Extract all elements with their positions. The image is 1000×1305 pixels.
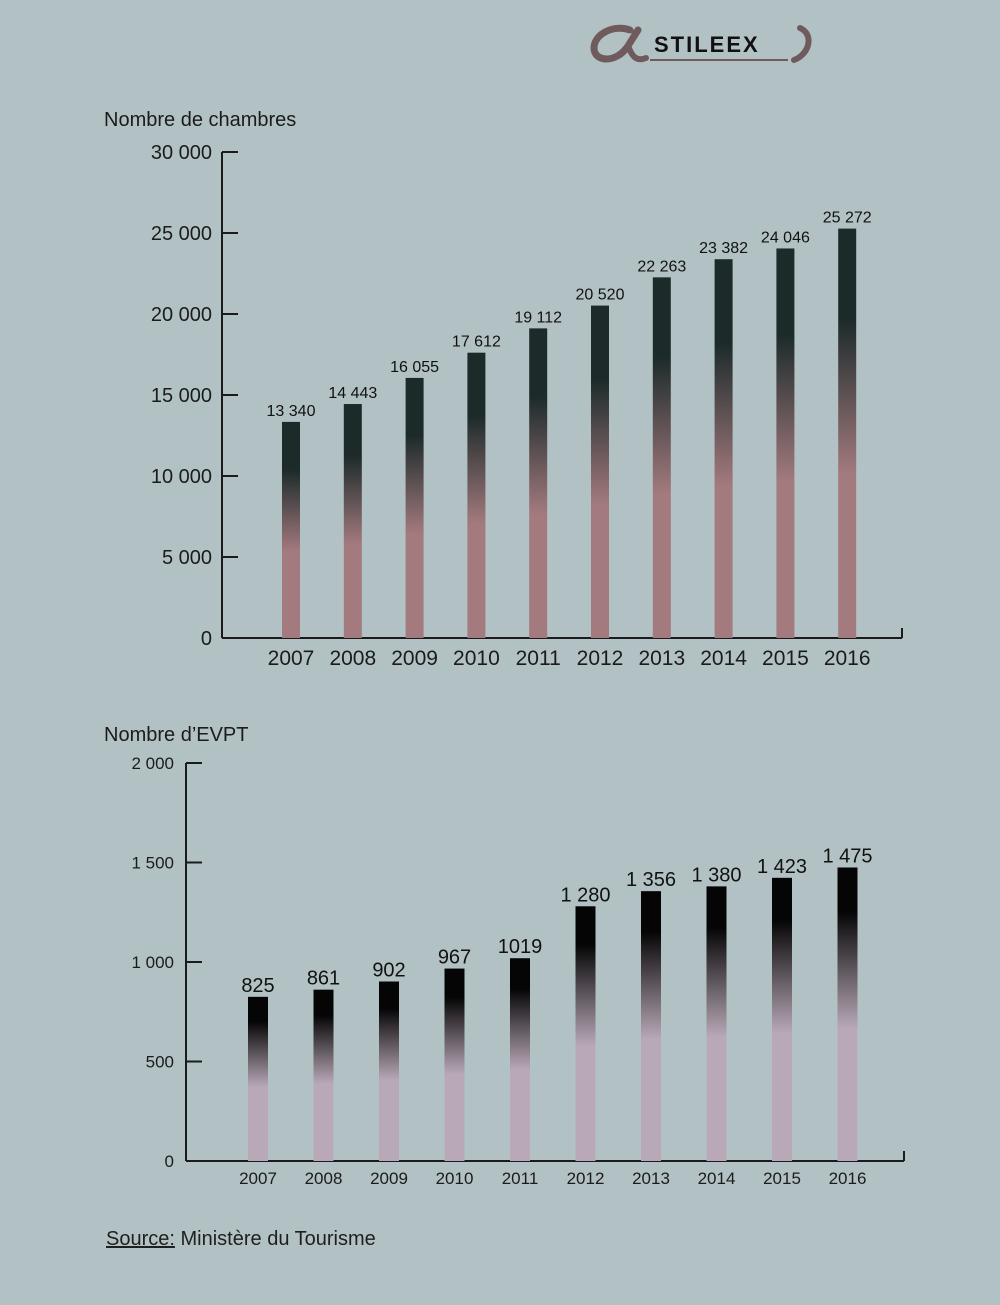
category-label-2007: 2007 xyxy=(239,1169,277,1188)
bar-2010 xyxy=(467,352,486,638)
value-label-2014: 23 382 xyxy=(699,240,748,257)
category-label-2016: 2016 xyxy=(824,647,871,670)
bar-2011 xyxy=(510,958,530,1161)
alpha-logo-icon xyxy=(590,24,812,63)
bar-2016 xyxy=(837,867,858,1161)
y-tick-label: 10 000 xyxy=(151,466,212,488)
value-label-2010: 17 612 xyxy=(452,334,501,351)
y-tick-label: 500 xyxy=(146,1053,174,1072)
value-label-2015: 24 046 xyxy=(761,229,810,246)
value-label-2007: 13 340 xyxy=(267,403,316,420)
category-label-2012: 2012 xyxy=(577,647,624,670)
bar-2007 xyxy=(282,421,300,638)
chart-rooms: Nombre de chambres 0 5 000 10 000 15 000 20 0… xyxy=(104,109,903,670)
category-label-2008: 2008 xyxy=(329,647,376,670)
bar-2008 xyxy=(313,989,334,1161)
value-label-2010: 967 xyxy=(438,947,471,969)
category-label-2015: 2015 xyxy=(763,1169,801,1188)
source-label: Source: xyxy=(106,1228,175,1250)
y-tick-label: 0 xyxy=(165,1152,174,1171)
value-label-2016: 25 272 xyxy=(823,210,872,227)
value-label-2008: 14 443 xyxy=(328,385,377,402)
source-note: Source: Ministère du Tourisme xyxy=(106,1228,376,1251)
bar-2015 xyxy=(772,877,792,1161)
category-label-2014: 2014 xyxy=(698,1169,736,1188)
y-tick-label: 0 xyxy=(201,628,212,650)
category-label-2011: 2011 xyxy=(502,1169,539,1188)
value-label-2014: 1 380 xyxy=(691,864,741,886)
y-axis-title: Nombre d’EVPT xyxy=(104,724,249,746)
bar-2015 xyxy=(776,248,795,638)
bar-2009 xyxy=(379,981,399,1161)
value-label-2011: 19 112 xyxy=(514,309,562,326)
y-tick-label: 25 000 xyxy=(151,223,212,245)
category-label-2012: 2012 xyxy=(567,1169,605,1188)
bar-2008 xyxy=(343,404,362,638)
category-label-2013: 2013 xyxy=(632,1169,670,1188)
value-label-2013: 22 263 xyxy=(637,258,686,275)
value-label-2009: 902 xyxy=(372,960,405,982)
chart-evpt: Nombre d’EVPT 0 500 1 000 1 500 2 000 825 2007 8… xyxy=(104,724,905,1188)
y-tick-label: 5 000 xyxy=(162,547,212,569)
category-label-2013: 2013 xyxy=(638,647,685,670)
category-label-2011: 2011 xyxy=(516,647,561,670)
value-label-2015: 1 423 xyxy=(757,856,807,878)
bar-2013 xyxy=(652,277,671,638)
value-label-2016: 1 475 xyxy=(822,845,872,867)
category-label-2010: 2010 xyxy=(436,1169,474,1188)
source-text: Ministère du Tourisme xyxy=(180,1228,376,1250)
category-label-2010: 2010 xyxy=(453,647,500,670)
value-label-2012: 1 280 xyxy=(560,884,610,906)
y-tick-label: 15 000 xyxy=(151,385,212,407)
bar-2014 xyxy=(706,886,727,1161)
category-label-2009: 2009 xyxy=(370,1169,408,1188)
bar-2013 xyxy=(641,891,661,1161)
value-label-2012: 20 520 xyxy=(576,287,625,304)
bar-2014 xyxy=(714,259,733,638)
y-tick-label: 2 000 xyxy=(131,754,174,773)
value-label-2007: 825 xyxy=(241,975,274,997)
y-axis-title: Nombre de chambres xyxy=(104,109,296,131)
bar-2011 xyxy=(529,328,548,638)
bar-2010 xyxy=(444,968,465,1161)
bar-2009 xyxy=(405,377,424,638)
logo-text: STILEEX xyxy=(654,32,760,57)
bar-2007 xyxy=(248,996,268,1161)
y-tick-label: 1 500 xyxy=(131,854,174,873)
category-label-2015: 2015 xyxy=(762,647,809,670)
stileex-logo: STILEEX xyxy=(590,24,812,63)
bar-2016 xyxy=(838,228,857,638)
category-label-2016: 2016 xyxy=(829,1169,867,1188)
category-label-2008: 2008 xyxy=(305,1169,343,1188)
value-label-2009: 16 055 xyxy=(390,359,439,376)
y-tick-label: 1 000 xyxy=(131,953,174,972)
bar-2012 xyxy=(591,305,609,638)
y-tick-label: 30 000 xyxy=(151,142,212,164)
value-label-2013: 1 356 xyxy=(626,869,676,891)
bar-2012 xyxy=(575,906,596,1161)
category-label-2009: 2009 xyxy=(391,647,438,670)
value-label-2008: 861 xyxy=(307,968,340,990)
category-label-2014: 2014 xyxy=(700,647,747,670)
y-tick-label: 20 000 xyxy=(151,304,212,326)
value-label-2011: 1019 xyxy=(498,936,543,958)
category-label-2007: 2007 xyxy=(268,647,315,670)
